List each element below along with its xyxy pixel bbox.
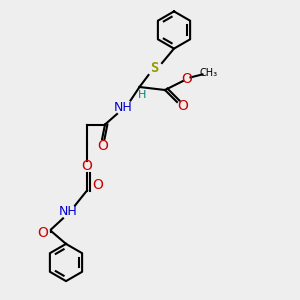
Text: CH₃: CH₃ xyxy=(200,68,217,79)
Text: S: S xyxy=(150,61,159,75)
Text: H: H xyxy=(138,89,147,100)
Text: O: O xyxy=(181,72,192,86)
Text: NH: NH xyxy=(59,205,78,218)
Text: O: O xyxy=(82,160,92,173)
Text: O: O xyxy=(92,178,103,192)
Text: O: O xyxy=(178,100,188,113)
Text: O: O xyxy=(97,139,108,152)
Text: NH: NH xyxy=(114,101,133,114)
Text: O: O xyxy=(37,226,48,240)
